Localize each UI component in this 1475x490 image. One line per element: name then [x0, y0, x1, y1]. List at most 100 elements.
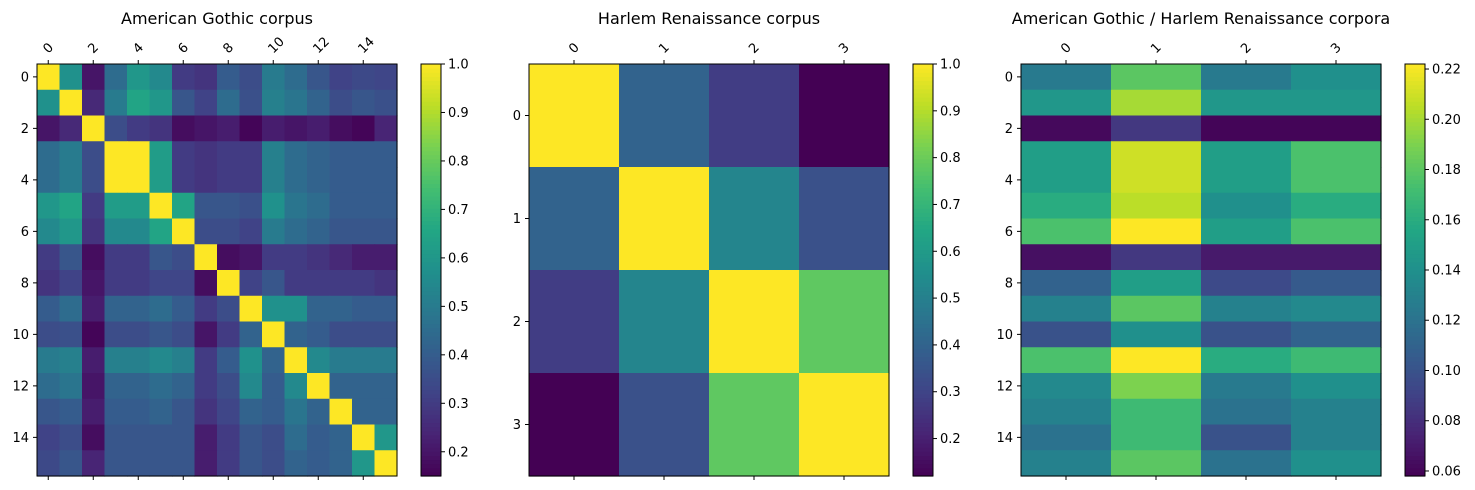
- colorbar-segment: [421, 76, 441, 82]
- heatmap-cell: [172, 398, 196, 426]
- heatmap-cell: [127, 141, 151, 168]
- heatmap-cell: [172, 244, 196, 271]
- heatmap-cell: [1201, 218, 1292, 245]
- heatmap-cell: [1021, 244, 1112, 271]
- heatmap-cell: [239, 450, 263, 477]
- colorbar-segment: [913, 356, 933, 362]
- heatmap-cell: [239, 218, 263, 245]
- heatmap-cell: [1291, 192, 1382, 220]
- heatmap-cell: [374, 115, 398, 142]
- heatmap-cell: [194, 89, 218, 117]
- colorbar-segment: [1405, 80, 1425, 86]
- colorbar-segment: [421, 105, 441, 110]
- colorbar-segment: [1405, 216, 1425, 222]
- colorbar-segment: [913, 389, 933, 395]
- heatmap-cell: [172, 192, 196, 220]
- heatmap-cell: [82, 450, 106, 477]
- colorbar-segment: [1405, 373, 1425, 378]
- heatmap-cell: [709, 167, 800, 271]
- colorbar-segment: [421, 84, 441, 90]
- colorbar-segment: [421, 356, 441, 362]
- heatmap-cell: [37, 424, 61, 451]
- heatmap-cell: [1021, 115, 1112, 142]
- colorbar-segment: [1405, 410, 1425, 415]
- heatmap-cell: [104, 192, 128, 220]
- y-tick-label: 10: [996, 328, 1013, 343]
- colorbar-segment: [913, 237, 933, 242]
- heatmap-cell: [1291, 115, 1382, 142]
- colorbar-segment: [1405, 467, 1425, 473]
- x-tick-label: 2: [746, 40, 762, 56]
- heatmap-cell: [352, 141, 376, 168]
- heatmap-cell: [1111, 89, 1202, 117]
- heatmap-cell: [194, 218, 218, 245]
- heatmap-cell: [352, 347, 376, 374]
- colorbar-segment: [421, 302, 441, 308]
- heatmap-cell: [82, 295, 106, 323]
- heatmap-cell: [374, 270, 398, 297]
- colorbar-segment: [421, 142, 441, 147]
- colorbar-segment: [1405, 290, 1425, 296]
- colorbar-segment: [913, 134, 933, 139]
- colorbar-segment: [913, 183, 933, 189]
- heatmap-cell: [307, 321, 331, 348]
- y-tick-label: 2: [1005, 122, 1013, 137]
- x-tick-label: 0: [40, 40, 56, 56]
- colorbar-tick-label: 0.3: [448, 397, 469, 412]
- colorbar-segment: [913, 455, 933, 461]
- heatmap-cell: [217, 244, 241, 271]
- colorbar-segment: [1405, 129, 1425, 135]
- colorbar-segment: [913, 294, 933, 300]
- colorbar-segment: [1405, 381, 1425, 386]
- heatmap-cell: [149, 424, 173, 451]
- colorbar-segment: [421, 72, 441, 77]
- heatmap-cell: [284, 141, 308, 168]
- colorbar-segment: [421, 179, 441, 185]
- colorbar-segment: [913, 377, 933, 382]
- heatmap-cell: [82, 192, 106, 220]
- colorbar-tick-label: 1.0: [448, 58, 469, 73]
- heatmap-cell: [127, 115, 151, 142]
- colorbar-segment: [913, 447, 933, 452]
- colorbar-tick-label: 0.7: [448, 203, 469, 218]
- colorbar-segment: [913, 187, 933, 193]
- heatmap-cell: [59, 64, 83, 91]
- heatmap-cell: [307, 64, 331, 91]
- colorbar-segment: [1405, 364, 1425, 370]
- colorbar-segment: [913, 208, 933, 213]
- heatmap-cell: [127, 450, 151, 477]
- heatmap-cell: [104, 347, 128, 374]
- heatmap-cell: [1291, 64, 1382, 91]
- colorbar-segment: [913, 265, 933, 271]
- heatmap-cell: [172, 373, 196, 400]
- colorbar-segment: [421, 430, 441, 436]
- heatmap-cell: [307, 218, 331, 245]
- heatmap-cell: [82, 321, 106, 348]
- heatmap-cell: [262, 115, 286, 142]
- colorbar-segment: [421, 162, 441, 168]
- heatmap-cell: [59, 218, 83, 245]
- colorbar-segment: [421, 459, 441, 465]
- heatmap-cell: [217, 64, 241, 91]
- colorbar-segment: [1405, 191, 1425, 197]
- colorbar-tick-label: 0.22: [1432, 63, 1461, 78]
- heatmap-cell: [284, 244, 308, 271]
- heatmap-cell: [239, 167, 263, 194]
- heatmap-cell: [172, 167, 196, 194]
- heatmap-cell: [217, 347, 241, 374]
- heatmap-cell: [1021, 450, 1112, 477]
- colorbar-segment: [421, 68, 441, 73]
- heatmap-cell: [127, 398, 151, 426]
- heatmap-cell: [217, 321, 241, 348]
- colorbar-frame: [420, 63, 442, 477]
- y-tick-label: 4: [21, 173, 29, 188]
- x-tick-label: 14: [355, 35, 377, 57]
- heatmap-cell: [172, 424, 196, 451]
- colorbar-segment: [1405, 249, 1425, 255]
- x-tick-label: 6: [175, 40, 191, 56]
- colorbar-segment: [1405, 274, 1425, 279]
- heatmap-cell: [149, 450, 173, 477]
- colorbar-segment: [1405, 414, 1425, 419]
- heatmap-cell: [1201, 192, 1292, 220]
- heatmap-cell: [149, 295, 173, 323]
